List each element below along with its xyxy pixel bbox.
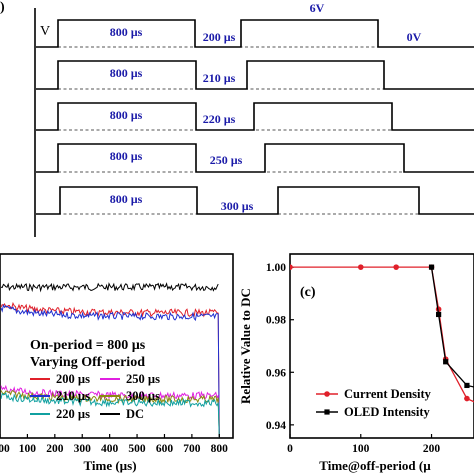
x-tick-label: 200 bbox=[46, 443, 64, 455]
data-point bbox=[443, 359, 449, 365]
data-point bbox=[357, 264, 364, 270]
off-period-label: 210 µs bbox=[203, 71, 236, 85]
trace-dc bbox=[0, 282, 219, 293]
panel-b-chart: 00 100 200 300 400 500 600 700 800 Time (µs) On-… bbox=[0, 253, 234, 473]
y-tick-label: 0.98 bbox=[266, 315, 286, 327]
pulse-waveform bbox=[36, 19, 474, 48]
annotation-on-period: On-period = 800 µs bbox=[30, 338, 146, 353]
x-tick-label: 300 bbox=[74, 443, 92, 455]
pulse-waveform bbox=[36, 60, 474, 90]
panel-c-chart: Relative Value to DC (c) Time@off-period… bbox=[238, 253, 474, 473]
x-tick-label: 100 bbox=[352, 443, 370, 455]
on-period-label: 800 µs bbox=[110, 66, 143, 80]
x-tick-label: 100 bbox=[19, 443, 37, 455]
annotation-off-period: Varying Off-period bbox=[30, 355, 145, 370]
panel-c-label: (c) bbox=[300, 285, 316, 300]
trace-250-s bbox=[0, 384, 220, 439]
x-tick-label: 400 bbox=[101, 443, 119, 455]
off-period-label: 200 µs bbox=[203, 30, 236, 44]
data-point bbox=[290, 264, 293, 270]
off-period-label: 220 µs bbox=[203, 112, 236, 126]
low-level-label: 0V bbox=[407, 30, 422, 44]
off-period-label: 250 µs bbox=[210, 153, 243, 167]
x-tick-label: 800 bbox=[211, 443, 229, 455]
panel-b-x-label: Time (µs) bbox=[83, 458, 136, 473]
legend-label: OLED Intensity bbox=[344, 405, 431, 419]
y-tick-label: 1.00 bbox=[266, 262, 286, 274]
trace-200-s bbox=[0, 301, 220, 439]
legend-label: 220 µs bbox=[56, 407, 90, 421]
pulse-waveform bbox=[36, 102, 474, 131]
data-point bbox=[464, 395, 470, 402]
on-period-label: 800 µs bbox=[110, 149, 143, 163]
off-period-label: 300 µs bbox=[221, 199, 254, 213]
x-tick-label: 500 bbox=[128, 443, 146, 455]
data-point bbox=[428, 264, 435, 270]
legend-marker bbox=[324, 409, 330, 415]
high-level-label: 6V bbox=[310, 1, 325, 15]
legend-marker bbox=[324, 391, 330, 397]
pulse-waveform bbox=[36, 186, 474, 215]
trace-220-s bbox=[0, 392, 220, 439]
on-period-label: 800 µs bbox=[110, 108, 143, 122]
panel-c-y-label: Relative Value to DC bbox=[238, 288, 253, 404]
x-tick-label: 600 bbox=[156, 443, 174, 455]
legend-label: 250 µs bbox=[126, 372, 160, 386]
voltage-symbol: V bbox=[40, 24, 50, 39]
legend-label: Current Density bbox=[344, 387, 432, 401]
panel-c-x-label: Time@off-period (µ bbox=[319, 458, 431, 473]
data-point bbox=[436, 311, 442, 318]
pulse-waveform bbox=[36, 143, 474, 173]
x-tick-label: 00 bbox=[0, 443, 10, 455]
trace-210-s bbox=[0, 303, 220, 439]
legend-label: 300 µs bbox=[126, 389, 160, 403]
panel-b-frame bbox=[0, 253, 234, 439]
y-tick-label: 0.96 bbox=[266, 367, 286, 379]
legend-label: 210 µs bbox=[56, 389, 90, 403]
x-tick-label: 200 bbox=[423, 443, 441, 455]
legend-label: 200 µs bbox=[56, 372, 90, 386]
panel-a-pulse-diagram: ) V 800 µs 200 µs 800 µs 210 µs 800 µs 220 µs… bbox=[0, 0, 474, 237]
x-tick-label: 0 bbox=[287, 443, 293, 455]
on-period-label: 800 µs bbox=[110, 192, 143, 206]
panel-c-frame bbox=[289, 253, 474, 439]
data-point bbox=[393, 264, 399, 270]
legend-label: DC bbox=[126, 407, 144, 421]
panel-a-label-fragment: ) bbox=[0, 0, 5, 15]
x-tick-label: 700 bbox=[183, 443, 201, 455]
on-period-label: 800 µs bbox=[110, 25, 143, 39]
data-point bbox=[464, 382, 470, 389]
y-tick-label: 0.94 bbox=[266, 420, 286, 432]
series-line bbox=[430, 267, 474, 388]
